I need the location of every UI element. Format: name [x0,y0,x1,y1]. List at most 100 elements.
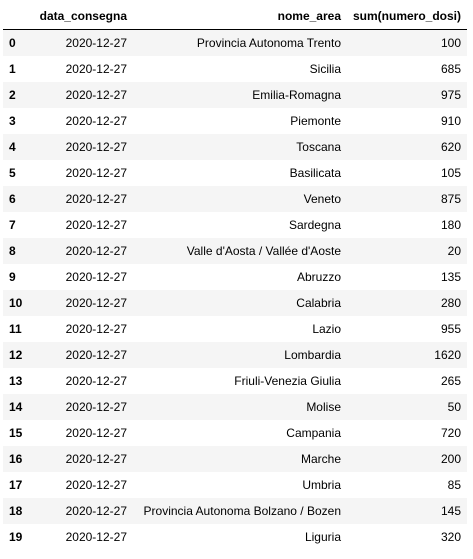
row-index: 16 [9,452,23,466]
table-row: 9 2020-12-27 Abruzzo 135 [3,264,467,290]
cell-nome-area: Valle d'Aosta / Vallée d'Aoste [186,244,341,258]
table-row: 12 2020-12-27 Lombardia 1620 [3,342,467,368]
cell-data-consegna: 2020-12-27 [65,426,127,440]
row-index: 14 [9,400,23,414]
cell-sum-numero-dosi: 875 [440,192,461,206]
row-index: 7 [9,218,16,232]
table-row: 15 2020-12-27 Campania 720 [3,420,467,446]
row-index: 17 [9,478,23,492]
table-row: 1 2020-12-27 Sicilia 685 [3,56,467,82]
cell-nome-area: Provincia Autonoma Trento [196,36,341,50]
cell-nome-area: Veneto [303,192,341,206]
table-row: 0 2020-12-27 Provincia Autonoma Trento 100 [3,29,467,56]
table-row: 8 2020-12-27 Valle d'Aosta / Vallée d'Aost… [3,238,467,264]
cell-nome-area: Piemonte [290,114,341,128]
cell-nome-area: Lombardia [284,348,341,362]
cell-data-consegna: 2020-12-27 [65,530,127,544]
cell-data-consegna: 2020-12-27 [65,400,127,414]
cell-sum-numero-dosi: 145 [440,504,461,518]
dataframe-table: data_consegna nome_area sum(numero_dosi)… [3,3,467,550]
cell-data-consegna: 2020-12-27 [65,166,127,180]
cell-sum-numero-dosi: 20 [447,244,461,258]
cell-nome-area: Emilia-Romagna [252,88,341,102]
cell-sum-numero-dosi: 200 [440,452,461,466]
row-index: 19 [9,530,23,544]
row-index: 10 [9,296,23,310]
row-index: 9 [9,270,16,284]
cell-data-consegna: 2020-12-27 [65,452,127,466]
cell-sum-numero-dosi: 85 [447,478,461,492]
table-row: 14 2020-12-27 Molise 50 [3,394,467,420]
row-index: 0 [9,36,16,50]
cell-nome-area: Lazio [312,322,341,336]
cell-sum-numero-dosi: 180 [440,218,461,232]
row-index: 1 [9,62,16,76]
row-index: 18 [9,504,23,518]
cell-sum-numero-dosi: 280 [440,296,461,310]
column-header-data-consegna: data_consegna [31,3,133,30]
row-index: 15 [9,426,23,440]
cell-sum-numero-dosi: 320 [440,530,461,544]
cell-sum-numero-dosi: 105 [440,166,461,180]
table-row: 3 2020-12-27 Piemonte 910 [3,108,467,134]
cell-sum-numero-dosi: 1620 [434,348,461,362]
cell-nome-area: Toscana [296,140,341,154]
cell-sum-numero-dosi: 100 [440,36,461,50]
cell-data-consegna: 2020-12-27 [65,296,127,310]
cell-nome-area: Friuli-Venezia Giulia [234,374,341,388]
dataframe-output: data_consegna nome_area sum(numero_dosi)… [3,3,467,550]
column-header-sum-numero-dosi: sum(numero_dosi) [347,3,467,30]
cell-nome-area: Campania [286,426,341,440]
table-row: 10 2020-12-27 Calabria 280 [3,290,467,316]
cell-data-consegna: 2020-12-27 [65,140,127,154]
row-index: 2 [9,88,16,102]
cell-nome-area: Provincia Autonoma Bolzano / Bozen [143,504,341,518]
cell-data-consegna: 2020-12-27 [65,322,127,336]
table-row: 5 2020-12-27 Basilicata 105 [3,160,467,186]
cell-data-consegna: 2020-12-27 [65,478,127,492]
row-index: 8 [9,244,16,258]
table-row: 7 2020-12-27 Sardegna 180 [3,212,467,238]
cell-sum-numero-dosi: 265 [440,374,461,388]
table-body: 0 2020-12-27 Provincia Autonoma Trento 100 1… [3,29,467,550]
table-row: 16 2020-12-27 Marche 200 [3,446,467,472]
row-index: 5 [9,166,16,180]
cell-sum-numero-dosi: 620 [440,140,461,154]
table-header: data_consegna nome_area sum(numero_dosi) [3,3,467,30]
cell-data-consegna: 2020-12-27 [65,114,127,128]
cell-sum-numero-dosi: 685 [440,62,461,76]
row-index: 3 [9,114,16,128]
cell-data-consegna: 2020-12-27 [65,374,127,388]
table-row: 2 2020-12-27 Emilia-Romagna 975 [3,82,467,108]
cell-nome-area: Umbria [302,478,341,492]
cell-data-consegna: 2020-12-27 [65,244,127,258]
cell-nome-area: Liguria [304,530,341,544]
cell-sum-numero-dosi: 955 [440,322,461,336]
cell-data-consegna: 2020-12-27 [65,504,127,518]
table-row: 19 2020-12-27 Liguria 320 [3,524,467,550]
row-index: 6 [9,192,16,206]
table-row: 18 2020-12-27 Provincia Autonoma Bolzano /… [3,498,467,524]
cell-sum-numero-dosi: 720 [440,426,461,440]
table-row: 11 2020-12-27 Lazio 955 [3,316,467,342]
table-row: 13 2020-12-27 Friuli-Venezia Giulia 265 [3,368,467,394]
cell-data-consegna: 2020-12-27 [65,88,127,102]
cell-data-consegna: 2020-12-27 [65,192,127,206]
cell-sum-numero-dosi: 910 [440,114,461,128]
column-header-nome-area: nome_area [133,3,347,30]
cell-nome-area: Sicilia [309,62,341,76]
table-row: 17 2020-12-27 Umbria 85 [3,472,467,498]
row-index: 12 [9,348,23,362]
index-column-header [3,3,31,30]
cell-data-consegna: 2020-12-27 [65,218,127,232]
table-row: 4 2020-12-27 Toscana 620 [3,134,467,160]
cell-sum-numero-dosi: 50 [447,400,461,414]
row-index: 11 [9,322,22,336]
cell-sum-numero-dosi: 975 [440,88,461,102]
row-index: 4 [9,140,16,154]
row-index: 13 [9,374,23,388]
cell-nome-area: Basilicata [289,166,341,180]
table-row: 6 2020-12-27 Veneto 875 [3,186,467,212]
cell-data-consegna: 2020-12-27 [65,36,127,50]
cell-nome-area: Molise [306,400,341,414]
